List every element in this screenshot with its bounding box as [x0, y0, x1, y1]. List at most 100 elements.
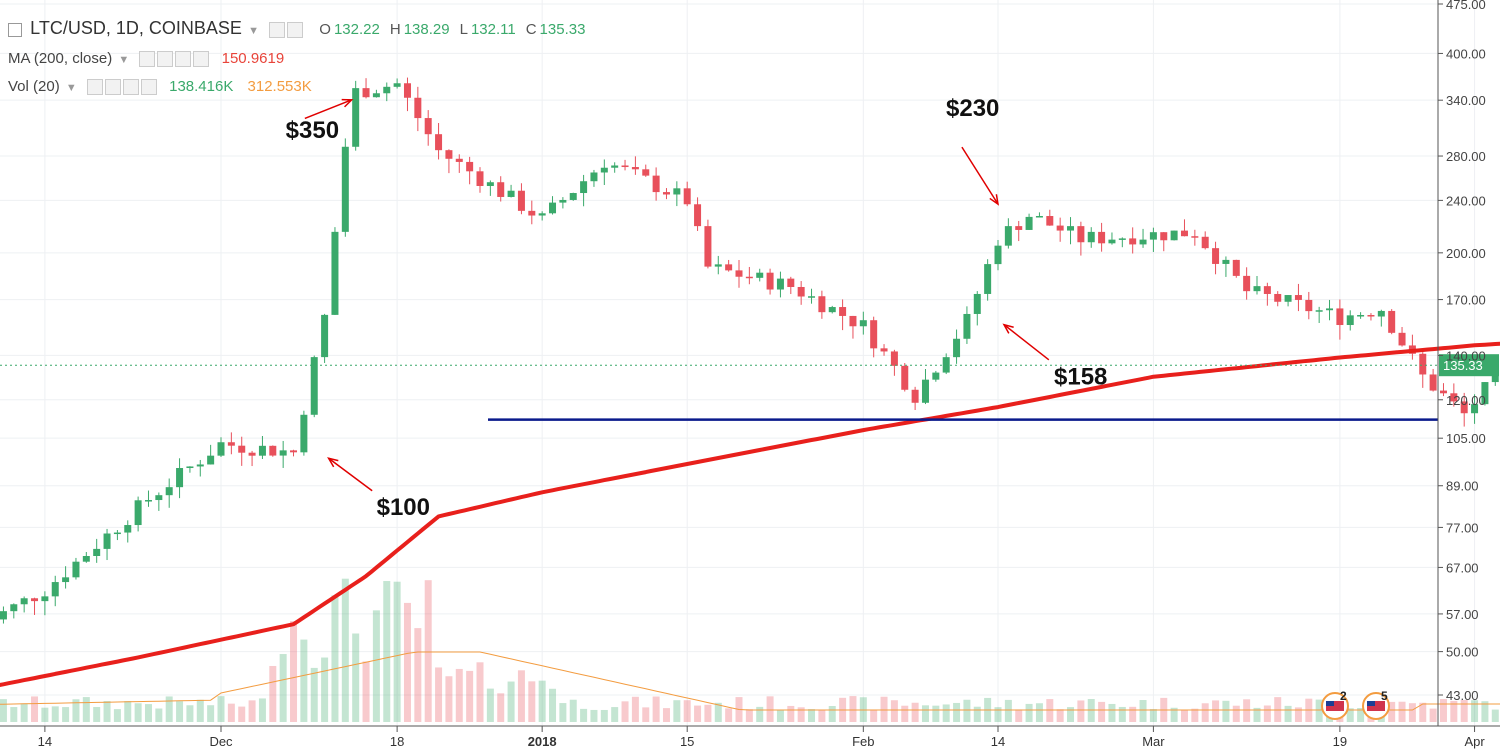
chevron-down-icon[interactable]: ▼: [118, 54, 130, 66]
volume-bar: [93, 707, 101, 722]
volume-bar: [880, 696, 888, 722]
volume-bar: [1315, 699, 1323, 722]
flag-icon: [1326, 701, 1334, 706]
volume-bar: [165, 696, 173, 722]
volume-bar: [600, 709, 608, 722]
candle-body: [538, 213, 546, 216]
candle-body: [725, 264, 733, 271]
close-icon[interactable]: [193, 51, 210, 68]
annotation-arrowhead: [327, 457, 339, 468]
collapse-icon[interactable]: [8, 23, 22, 38]
candle-body: [362, 88, 370, 98]
chevron-down-icon[interactable]: ▼: [248, 25, 259, 37]
volume-bar: [538, 680, 546, 722]
candle-body: [901, 365, 909, 390]
volume-bar: [828, 706, 836, 722]
vol-value-2: 312.553K: [247, 78, 312, 95]
candle-body: [486, 182, 494, 186]
volume-bar: [683, 700, 691, 722]
annotation-label: $100: [377, 494, 430, 521]
volume-bar: [1408, 703, 1416, 722]
candle-body: [1077, 226, 1085, 243]
candle-body: [517, 190, 525, 211]
candle-body: [1284, 295, 1292, 302]
volume-bar: [1191, 708, 1199, 722]
candle-body: [1336, 308, 1344, 326]
volume-bar: [258, 698, 266, 722]
candle-body: [1346, 315, 1354, 326]
candle-body: [1129, 238, 1137, 245]
volume-bar: [372, 610, 380, 722]
ohlc-key-c: C: [525, 21, 537, 38]
candle-body: [600, 167, 608, 173]
volume-bar: [756, 706, 764, 722]
candle-body: [1253, 286, 1261, 292]
settings-icon[interactable]: [287, 22, 304, 39]
candle-body: [1098, 231, 1106, 244]
candle-body: [1388, 310, 1396, 333]
candle-body: [1274, 293, 1282, 302]
volume-bar: [1087, 699, 1095, 722]
x-tick-label: 14: [991, 734, 1005, 749]
candle-body: [165, 487, 173, 496]
candle-body: [207, 455, 215, 465]
candle-body: [994, 245, 1002, 265]
volume-bar: [1388, 701, 1396, 722]
eye-icon[interactable]: [139, 51, 156, 68]
candle-body: [953, 338, 961, 358]
candle-body: [414, 97, 422, 119]
plus-icon[interactable]: [122, 79, 139, 96]
chevron-down-icon[interactable]: ▼: [65, 82, 77, 94]
candle-body: [694, 204, 702, 227]
volume-bar: [1357, 708, 1365, 722]
candle-body: [1460, 401, 1468, 414]
volume-bar: [10, 707, 18, 722]
volume-bar: [1025, 703, 1033, 722]
annotation-arrow: [961, 146, 999, 205]
candle-body: [1471, 404, 1479, 414]
candle-body: [1419, 353, 1427, 375]
volume-bar: [1129, 706, 1137, 722]
candle-body: [403, 83, 411, 98]
plus-icon[interactable]: [175, 51, 192, 68]
volume-bar: [1429, 708, 1437, 722]
eye-icon[interactable]: [86, 79, 103, 96]
settings-icon[interactable]: [104, 79, 121, 96]
candle-body: [984, 264, 992, 294]
last-price-tag: [1439, 354, 1499, 377]
volume-bar: [1056, 709, 1064, 722]
ma-200-line: [0, 341, 1500, 691]
candle-body: [611, 165, 619, 168]
candle-body: [1191, 236, 1199, 238]
y-tick-label: 200.00: [1446, 246, 1486, 261]
y-tick-label: 50.00: [1446, 645, 1479, 660]
settings-icon[interactable]: [157, 51, 174, 68]
candle-body: [1046, 216, 1054, 226]
volume-bar: [435, 667, 443, 722]
candle-body: [321, 314, 329, 358]
close-icon[interactable]: [140, 79, 157, 96]
volume-bar: [745, 709, 753, 722]
volume-bar: [134, 703, 142, 722]
settings-icon[interactable]: [269, 22, 286, 39]
candle-body: [766, 272, 774, 290]
candle-body: [921, 379, 929, 403]
volume-bar: [714, 702, 722, 722]
candle-body: [507, 190, 515, 197]
x-tick-label: Apr: [1464, 734, 1485, 749]
candle-body: [1232, 259, 1240, 276]
vol-value-1: 138.416K: [169, 78, 234, 95]
candle-body: [890, 351, 898, 366]
candle-body: [745, 276, 753, 279]
candle-body: [393, 83, 401, 87]
volume-bar: [248, 700, 256, 722]
candle-body: [144, 500, 152, 502]
candle-body: [0, 611, 7, 620]
volume-bar: [849, 696, 857, 722]
candle-body: [331, 231, 339, 315]
volume-bar: [497, 693, 505, 722]
volume-bar: [383, 581, 391, 722]
volume-bar: [1471, 700, 1479, 722]
